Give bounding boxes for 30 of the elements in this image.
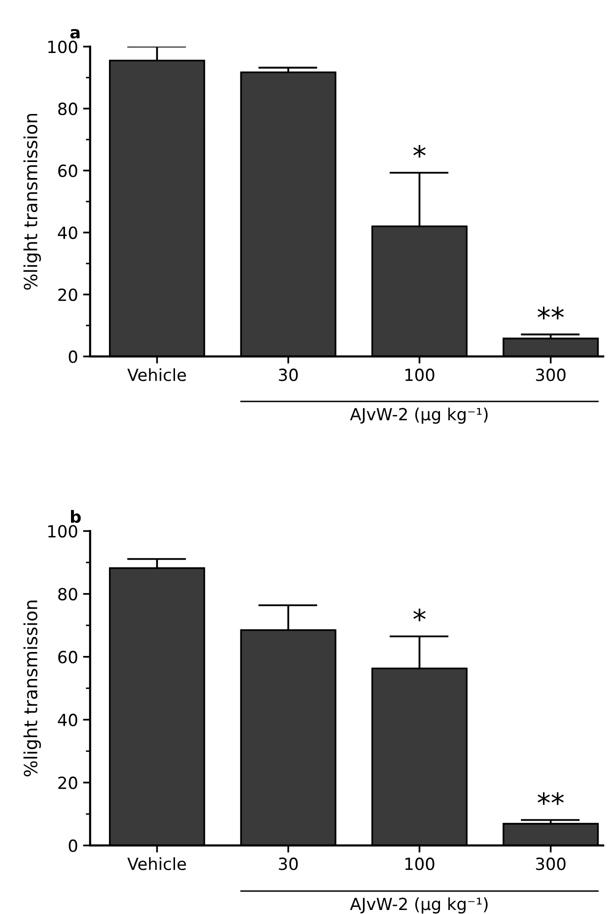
- y-tick-label: 100: [48, 524, 78, 538]
- annotation: *: [413, 608, 426, 622]
- y-tick-label: 0: [68, 350, 78, 364]
- y-tick-label: 20: [58, 288, 78, 302]
- y-tick-label: 40: [58, 226, 78, 240]
- chart-title: a: [70, 28, 80, 39]
- chart-title: b: [70, 510, 81, 523]
- annotation: *: [413, 144, 426, 158]
- x-tick-label: 30: [278, 858, 298, 870]
- x-tick-label: 300: [536, 858, 566, 870]
- x-axis-title: AJvW-2 (μg kg⁻¹): [350, 897, 488, 914]
- x-tick-label: 300: [536, 368, 566, 382]
- y-tick-label: 0: [68, 839, 78, 852]
- x-tick-label: 100: [405, 858, 434, 870]
- annotation: **: [538, 792, 564, 805]
- y-tick-label: 60: [58, 650, 78, 664]
- x-axis-title: AJvW-2 (μg kg⁻¹): [350, 408, 488, 424]
- y-tick-label: 80: [58, 588, 78, 600]
- y-axis-title: %light transmission: [23, 600, 41, 776]
- y-tick-label: 80: [58, 102, 78, 116]
- x-tick-label: Vehicle: [127, 857, 186, 870]
- y-tick-label: 40: [58, 714, 78, 726]
- annotation: **: [538, 306, 564, 320]
- y-axis-title: %light transmission: [23, 114, 41, 290]
- x-tick-label: Vehicle: [127, 368, 186, 382]
- x-tick-label: 100: [405, 368, 434, 382]
- x-tick-label: 30: [278, 368, 298, 382]
- y-tick-label: 20: [58, 776, 78, 790]
- y-tick-label: 60: [58, 164, 78, 178]
- y-tick-label: 100: [48, 40, 78, 54]
